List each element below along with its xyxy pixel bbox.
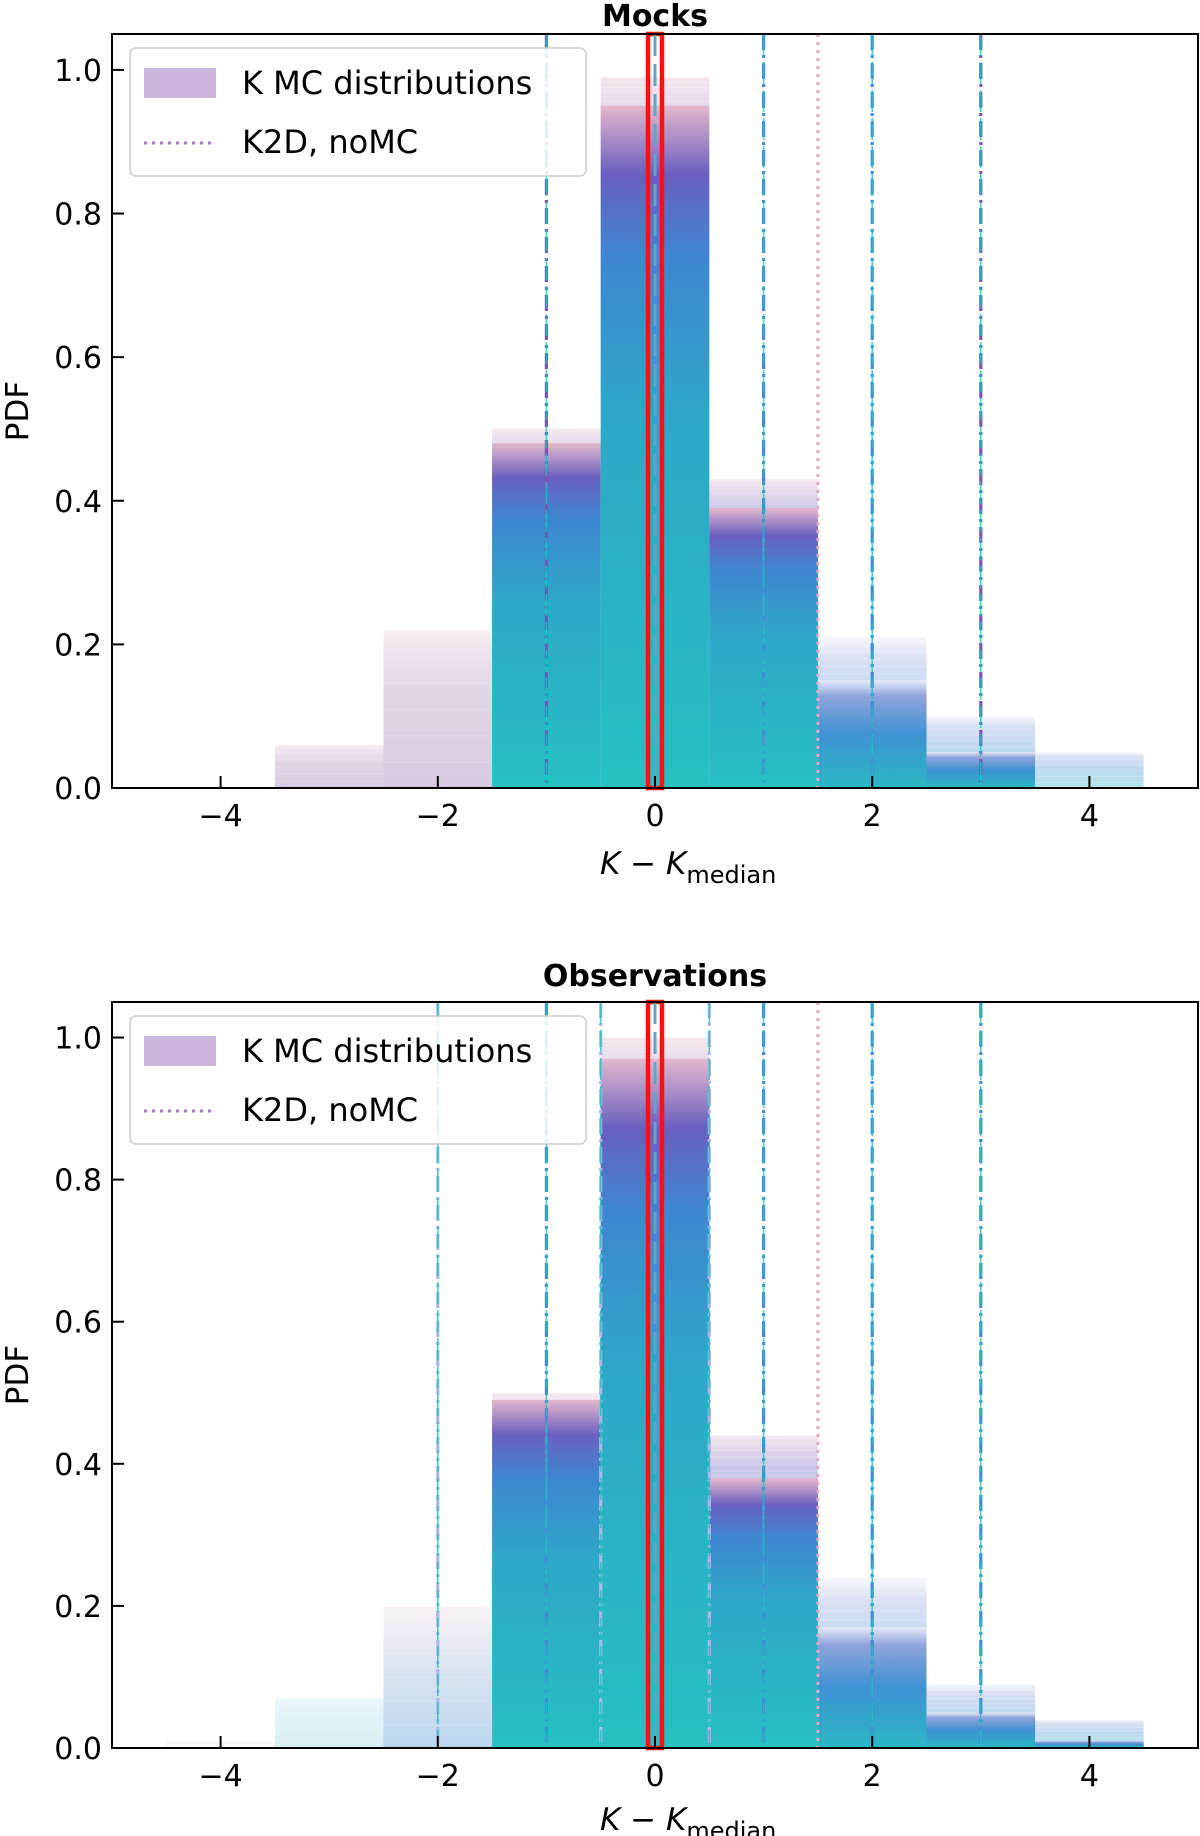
legend-swatch-mc [144,68,216,98]
x-tick-label: 4 [1080,1759,1099,1794]
bin-band [274,759,384,761]
bin-band [1035,770,1144,772]
chart-title: Observations [543,959,767,994]
x-tick-label: −4 [198,1759,242,1794]
bin-band [926,728,1036,730]
y-axis-label: PDF [0,381,36,441]
y-axis: 0.0 0.2 0.4 0.6 0.8 1.0 [54,1022,124,1767]
bin-band [1035,752,1144,754]
histogram-bars [274,77,1144,789]
bin-max-bar [274,744,384,788]
y-tick-label: 0.6 [54,341,102,376]
x-axis: −4 −2 0 2 4 [198,776,1099,834]
bin-band [274,1723,384,1725]
bin-band [1035,1730,1144,1732]
bin-band [1035,758,1144,760]
y-tick-label: 1.0 [54,1022,102,1057]
x-tick-label: 4 [1080,799,1099,834]
y-tick-label: 0.0 [54,1732,102,1767]
legend-box [129,1015,587,1145]
legend-label-nomc: K2D, noMC [242,1091,418,1129]
x-axis-label-main: K − K [600,846,689,882]
y-tick-label: 0.4 [54,1448,102,1483]
bin-band [383,709,493,711]
x-axis-label: K − Kmedian [600,1802,776,1836]
bin-band [383,630,493,632]
x-axis-label-sub: median [686,861,776,889]
x-axis-label: K − Kmedian [600,846,776,889]
x-tick-label: 2 [863,1759,882,1794]
x-tick-label: −2 [416,799,460,834]
y-tick-label: 0.6 [54,1306,102,1341]
bin-band [274,766,384,768]
bin-band [600,1055,710,1057]
legend: K MC distributions K2D, noMC [129,47,587,177]
y-tick-label: 0.8 [54,1164,102,1199]
bin-band [1035,1719,1144,1721]
bin-band [1035,1733,1144,1735]
bin-band [383,1724,493,1726]
bin-band [274,1714,384,1717]
legend-swatch-mc [144,1036,216,1066]
bin-max-bar [274,1698,384,1748]
bin-band [600,91,710,93]
bin-band [274,744,384,747]
y-tick-label: 1.0 [54,54,102,89]
bin-band [600,86,710,88]
x-tick-label: 0 [645,799,664,834]
legend-label-nomc: K2D, noMC [242,123,418,161]
x-tick-label: 0 [645,1759,664,1794]
legend: K MC distributions K2D, noMC [129,1015,587,1145]
bin-band [383,682,493,684]
x-tick-label: −2 [416,1759,460,1794]
x-axis: −4 −2 0 2 4 [198,1736,1099,1794]
bin-band [274,1739,384,1741]
y-tick-label: 0.2 [54,628,102,663]
y-tick-label: 0.4 [54,485,102,520]
x-axis-label-sub: median [686,1817,776,1836]
y-tick-label: 0.2 [54,1590,102,1625]
bin-band [1035,764,1144,766]
bin-band [274,780,384,783]
x-tick-label: 2 [863,799,882,834]
bin-band [383,735,493,737]
bin-band [274,1698,384,1700]
bin-max-bar [383,630,493,788]
y-tick-label: 0.0 [54,772,102,807]
bin-band [1035,1726,1144,1728]
mocks-panel: Mocks −4 −2 0 2 4 0.0 0.2 0.4 0.6 0.8 1.0 K − Kmedia… [0,0,1199,889]
chart-title: Mocks [602,0,708,34]
legend-box [129,47,587,177]
x-tick-label: −4 [198,799,242,834]
y-axis: 0.0 0.2 0.4 0.6 0.8 1.0 [54,54,124,807]
y-tick-label: 0.8 [54,198,102,233]
bin-band [274,1731,384,1733]
x-axis-label-main: K − K [600,1802,689,1836]
observations-panel: Observations −4 −2 0 2 4 0.0 0.2 0.4 0.6 0.8 1.0 K −… [0,959,1199,1836]
bin-band [274,752,384,754]
legend-label-mc: K MC distributions [242,64,532,102]
bin-band [383,761,493,763]
legend-label-mc: K MC distributions [242,1032,532,1070]
bin-band [274,1706,384,1708]
bin-band [1035,1723,1144,1725]
bin-band [274,773,384,775]
bin-band [383,656,493,658]
y-axis-label: PDF [0,1345,36,1405]
